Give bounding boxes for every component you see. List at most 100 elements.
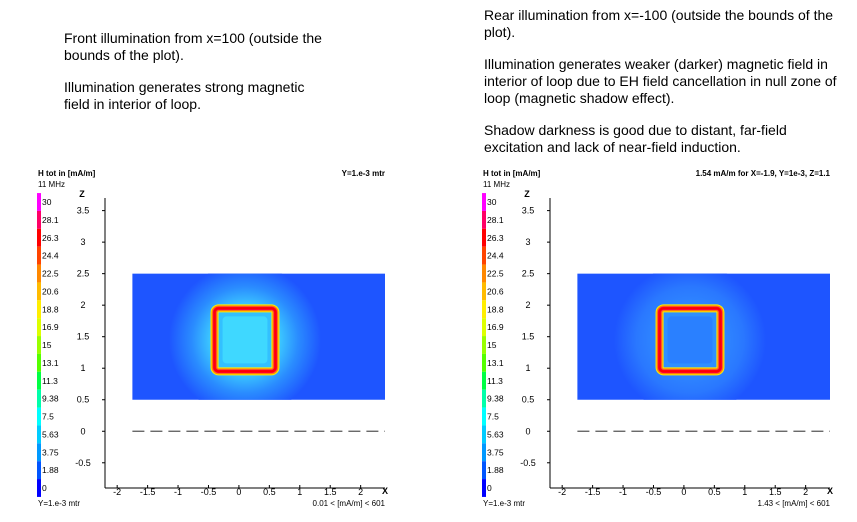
x-tick-label: 1.5 <box>324 487 337 497</box>
caption-left-line-2: Illumination generates strong magnetic f… <box>64 79 305 112</box>
loop-interior-core <box>222 316 268 364</box>
colorbar-segment <box>482 264 486 283</box>
chart-footer-left: Y=1.e-3 mtr <box>483 499 525 508</box>
colorbar-label: 28.1 <box>42 215 59 225</box>
colorbar-label: 16.9 <box>42 322 59 332</box>
colorbar-label: 24.4 <box>42 251 59 261</box>
x-tick-label: 0.5 <box>263 487 276 497</box>
colorbar-label: 3.75 <box>487 447 504 457</box>
colorbar-label: 24.4 <box>487 251 504 261</box>
z-tick-label: 2.5 <box>77 269 90 279</box>
colorbar-label: 26.3 <box>42 233 59 243</box>
colorbar-segment <box>482 407 486 426</box>
frequency-label: 11 MHz <box>38 180 65 189</box>
caption-left-line-1: Front illumination from x=100 (outside t… <box>64 30 322 63</box>
z-tick-label: 2 <box>525 300 530 310</box>
z-tick-label: 3.5 <box>77 206 90 216</box>
colorbar-segment <box>37 210 41 229</box>
colorbar-segment <box>37 282 41 301</box>
chart-title: H tot in [mA/m] <box>38 169 96 178</box>
colorbar-segment <box>482 336 486 354</box>
colorbar-label: 18.8 <box>487 304 504 314</box>
caption-left: Front illumination from x=100 (outside t… <box>64 30 334 128</box>
x-tick-label: -1 <box>174 487 182 497</box>
colorbar-label: 11.3 <box>42 376 58 386</box>
x-tick-label: 1 <box>742 487 747 497</box>
colorbar-label: 0 <box>42 483 47 493</box>
x-tick-label: -0.5 <box>646 487 662 497</box>
colorbar-segment <box>482 210 486 229</box>
z-tick-label: -0.5 <box>520 458 536 468</box>
colorbar-segment <box>37 461 41 480</box>
z-tick-label: 0.5 <box>522 395 535 405</box>
colorbar-segment <box>37 407 41 426</box>
colorbar-segment <box>37 353 41 372</box>
chart-footer-right: 0.01 < [mA/m] < 601 <box>313 499 386 508</box>
z-tick-label: 2.5 <box>522 269 535 279</box>
colorbar-segment <box>37 228 41 247</box>
colorbar-segment <box>37 479 41 497</box>
x-tick-label: -1.5 <box>140 487 156 497</box>
loop-interior-core <box>667 316 713 364</box>
colorbar-label: 13.1 <box>42 358 59 368</box>
z-tick-label: 0 <box>525 426 530 436</box>
x-tick-label: 0 <box>681 487 686 497</box>
colorbar-segment <box>482 228 486 247</box>
colorbar-segment <box>482 282 486 301</box>
colorbar-label: 9.38 <box>42 394 59 404</box>
colorbar-segment <box>482 461 486 480</box>
z-tick-label: 2 <box>80 300 85 310</box>
chart-header-right: 1.54 mA/m for X=-1.9, Y=1e-3, Z=1.1 <box>696 169 831 178</box>
x-tick-label: 2 <box>803 487 808 497</box>
z-tick-label: -0.5 <box>75 458 91 468</box>
x-tick-label: -1 <box>619 487 627 497</box>
z-tick-label: 3 <box>525 237 530 247</box>
chart-footer-right: 1.43 < [mA/m] < 601 <box>758 499 831 508</box>
caption-right-line-2: Illumination generates weaker (darker) m… <box>484 56 837 106</box>
colorbar-label: 15 <box>487 340 497 350</box>
x-tick-label: 0 <box>236 487 241 497</box>
colorbar-label: 30 <box>42 197 52 207</box>
colorbar-segment <box>37 300 41 319</box>
z-tick-label: 3.5 <box>522 206 535 216</box>
chart-header-right: Y=1.e-3 mtr <box>342 169 385 178</box>
colorbar-segment <box>482 371 486 390</box>
colorbar-label: 22.5 <box>42 269 59 279</box>
colorbar-label: 1.88 <box>42 465 59 475</box>
colorbar-segment <box>482 300 486 319</box>
x-tick-label: 0.5 <box>708 487 721 497</box>
colorbar-label: 22.5 <box>487 269 504 279</box>
z-tick-label: 1.5 <box>77 332 90 342</box>
colorbar-label: 16.9 <box>487 322 504 332</box>
z-tick-label: 1 <box>525 363 530 373</box>
x-tick-label: -0.5 <box>201 487 217 497</box>
colorbar-label: 18.8 <box>42 304 59 314</box>
colorbar-label: 28.1 <box>487 215 504 225</box>
x-tick-label: -1.5 <box>585 487 601 497</box>
colorbar-segment <box>482 443 486 462</box>
colorbar-label: 11.3 <box>487 376 503 386</box>
z-axis-label: Z <box>524 189 530 199</box>
x-tick-label: -2 <box>113 487 121 497</box>
chart-title: H tot in [mA/m] <box>483 169 541 178</box>
chart-panel-front: H tot in [mA/m] 11 MHz Y=1.e-3 mtr Y=1.e-3 … <box>30 160 420 522</box>
colorbar-label: 26.3 <box>487 233 504 243</box>
colorbar-segment <box>482 318 486 337</box>
z-tick-label: 1.5 <box>522 332 535 342</box>
colorbar-segment <box>37 318 41 337</box>
colorbar-label: 1.88 <box>487 465 504 475</box>
x-axis-label: X <box>827 486 833 496</box>
colorbar-label: 30 <box>487 197 497 207</box>
colorbar-label: 20.6 <box>42 286 59 296</box>
colorbar-segment <box>482 479 486 497</box>
colorbar-segment <box>37 264 41 283</box>
loop-conductor-layer-3 <box>658 307 722 373</box>
colorbar-segment <box>37 389 41 408</box>
colorbar-segment <box>482 425 486 444</box>
loop-conductor-layer-3 <box>213 307 277 373</box>
colorbar-segment <box>37 371 41 390</box>
chart-front-illumination: H tot in [mA/m] 11 MHz Y=1.e-3 mtr Y=1.e-3 … <box>37 169 388 508</box>
colorbar-label: 7.5 <box>42 412 54 422</box>
colorbar-label: 0 <box>487 483 492 493</box>
colorbar-segment <box>482 389 486 408</box>
